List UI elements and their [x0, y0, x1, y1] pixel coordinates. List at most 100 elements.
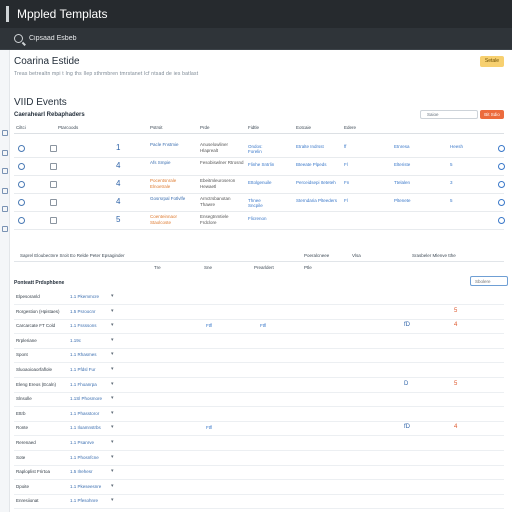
row-status-link[interactable]: Pocentsnrale Elnoetrale	[150, 178, 177, 189]
item-value-link[interactable]: 1.1 Rhasmes	[70, 352, 97, 358]
row-tag[interactable]: Flicrenon	[248, 216, 267, 221]
row-ref[interactable]: Ttelalen	[394, 180, 411, 185]
item-value-link[interactable]: 1.1Sl Phosmore	[70, 396, 103, 402]
item-value-link[interactable]: 1.1 Pfesohnre	[70, 498, 99, 504]
row-settings-icon[interactable]	[18, 163, 25, 170]
row-settings-icon[interactable]	[18, 199, 25, 206]
item-col3[interactable]: Ftfl	[260, 323, 267, 329]
row-ref[interactable]: Pltenete	[394, 198, 411, 203]
row-tag[interactable]: Thnee Sncpile	[248, 198, 263, 208]
chevron-down-icon[interactable]: ▾	[111, 453, 114, 460]
chevron-down-icon[interactable]: ▾	[111, 293, 114, 299]
list-item[interactable]: Dpoite 1.1 Pkeseesnre ▾	[14, 480, 504, 495]
row-tag[interactable]: Ettolgenuile	[248, 180, 272, 185]
rail-help-icon[interactable]	[2, 226, 8, 232]
col-header[interactable]: Edere	[344, 125, 357, 130]
row-checkbox[interactable]	[50, 181, 57, 188]
row-info-icon[interactable]	[498, 217, 505, 224]
item-value-link[interactable]: 1.1 Psanrve	[70, 440, 95, 445]
filter-dropdown[interactable]: Saioe	[420, 110, 478, 119]
list-item[interactable]: Carcarcate FT Cold 1.1 Fssssons ▾ Ftfl F…	[14, 319, 504, 335]
row-status-link[interactable]: Gosrsrpal Fotlvlfe	[150, 196, 186, 201]
item-col5[interactable]: fD	[404, 424, 410, 431]
item-value-link[interactable]: 1.1 Fhoanrpa	[70, 381, 97, 387]
row-status-link[interactable]: Pacle Fnstmie	[150, 142, 179, 147]
chevron-down-icon[interactable]: ▾	[111, 424, 114, 431]
chevron-down-icon[interactable]: ▾	[111, 380, 114, 387]
list-item[interactable]: Elpesoranld 1.1 Pkemmcre ▾	[14, 290, 504, 305]
table-row[interactable]: 5 Coenteinnaor Staolcoste Ensegtnmtiele …	[14, 212, 505, 230]
row-info[interactable]: Perceidsepi Iteteteh	[296, 180, 336, 185]
row-checkbox[interactable]	[50, 163, 57, 170]
row-tag[interactable]: Flinhe Sntrlin	[248, 162, 275, 167]
item-col2[interactable]: Ftfl	[206, 425, 213, 431]
row-info[interactable]: Bteeate Plpeds	[296, 162, 327, 167]
item-value-link[interactable]: 1.5 Ilrehesr	[70, 469, 93, 475]
col-header[interactable]: Eotcaie	[296, 125, 312, 130]
row-checkbox[interactable]	[50, 145, 57, 152]
chevron-down-icon[interactable]: ▾	[111, 336, 114, 343]
row-info-icon[interactable]	[498, 145, 505, 152]
list-item[interactable]: Ettrb 1.1 Phasstoror ▾	[14, 407, 504, 422]
row-tag[interactable]: Ondos: Forelin	[248, 144, 263, 154]
row-settings-icon[interactable]	[18, 145, 25, 152]
item-value-link[interactable]: 1.1 Phosnfcne	[70, 454, 99, 460]
list-item[interactable]: Raploplist Frirtoa 1.5 Ilrehesr ▾	[14, 465, 504, 481]
chevron-down-icon[interactable]: ▾	[111, 468, 114, 475]
chevron-down-icon[interactable]: ▾	[111, 322, 114, 329]
list-item[interactable]: Rrpleriane 1.19c ▾	[14, 334, 504, 349]
list-item[interactable]: Slnsolle 1.1Sl Phosmore ▾	[14, 392, 504, 408]
row-info[interactable]	[296, 216, 340, 222]
item-value-link[interactable]: 1.1 Pkemmcre	[70, 294, 100, 299]
row-ref[interactable]: Elteriste	[394, 162, 411, 167]
search-icon[interactable]	[14, 34, 23, 43]
rail-chart-icon[interactable]	[2, 168, 8, 174]
item-value-link[interactable]: 1.1 Pkeseesnre	[70, 483, 102, 489]
rail-user-icon[interactable]	[2, 188, 8, 194]
item-value-link[interactable]: 1.19c	[70, 337, 82, 343]
item-value-link[interactable]: 1.1 Pfdsl Fur	[70, 367, 96, 372]
list-item[interactable]: Sote 1.1 Phosnfcne ▾	[14, 451, 504, 466]
row-settings-icon[interactable]	[18, 181, 25, 188]
row-info-icon[interactable]	[498, 199, 505, 206]
row-status-link[interactable]: Coenteinnaor Staolcoste	[150, 214, 178, 225]
col-header[interactable]: Ptarcoods	[58, 125, 79, 130]
rail-list-icon[interactable]	[2, 150, 8, 156]
item-value-link[interactable]: 1.1 Iloamnstrbs	[70, 425, 101, 431]
chevron-down-icon[interactable]: ▾	[111, 497, 114, 504]
chevron-down-icon[interactable]: ▾	[111, 439, 114, 445]
row-code[interactable]: Fl	[344, 198, 348, 203]
col-header[interactable]: Ciltci	[16, 125, 26, 130]
list-item[interactable]: Spont 1.1 Rhasmes ▾	[14, 348, 504, 364]
chevron-down-icon[interactable]: ▾	[111, 307, 114, 314]
col-header[interactable]: Fidtle	[248, 125, 260, 130]
list-item[interactable]: Sluoaoioaorfaflole 1.1 Pfdsl Fur ▾	[14, 363, 504, 378]
rail-home-icon[interactable]	[2, 130, 8, 136]
item-value-link[interactable]: 1.1 Phasstoror	[70, 410, 100, 416]
list-item[interactable]: Rorgestion (Hpistaes) 1.5 Psroocnr ▾ 5	[14, 305, 504, 320]
list-item[interactable]: Ronte 1.1 Iloamnstrbs ▾ Ftfl fD 4	[14, 421, 504, 437]
col-header[interactable]: Pstrsit	[150, 125, 163, 130]
row-checkbox[interactable]	[50, 199, 57, 206]
item-value-link[interactable]: 1.1 Fssssons	[70, 323, 97, 329]
table2-filter-input[interactable]	[470, 276, 508, 286]
rail-settings-icon[interactable]	[2, 206, 8, 212]
row-code[interactable]: Fn	[344, 180, 350, 185]
chevron-down-icon[interactable]: ▾	[111, 366, 114, 372]
col-header[interactable]: Prde	[200, 125, 210, 130]
row-settings-icon[interactable]	[18, 217, 25, 224]
list-item[interactable]: Enresiionat 1.1 Pfesohnre ▾	[14, 494, 504, 510]
table-row[interactable]: 4 Pocentsnrale Elnoetrale Ebeitmleuroser…	[14, 176, 505, 194]
primary-action-button[interactable]: Bit Sdio	[480, 110, 504, 119]
row-status-link[interactable]: Afs Smpie	[150, 160, 171, 165]
row-ref[interactable]	[394, 216, 432, 222]
table-row[interactable]: 4 Afs Smpie Fesobiswlner Rtrosnd Flinhe …	[14, 158, 505, 176]
chevron-down-icon[interactable]: ▾	[111, 395, 114, 402]
row-checkbox[interactable]	[50, 217, 57, 224]
list-item[interactable]: Rerenaed 1.1 Psanrve ▾	[14, 436, 504, 451]
chevron-down-icon[interactable]: ▾	[111, 409, 114, 416]
item-col2[interactable]: Ftfl	[206, 323, 213, 329]
row-info-icon[interactable]	[498, 181, 505, 188]
header-action-button[interactable]: Setale	[480, 56, 504, 67]
chevron-down-icon[interactable]: ▾	[111, 351, 114, 358]
